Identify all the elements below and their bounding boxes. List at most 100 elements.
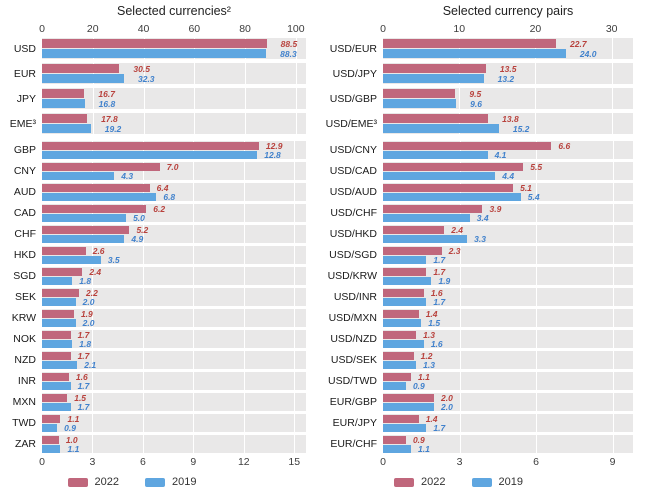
- bar-line: 2.2: [42, 288, 306, 297]
- category-row: 9.5 9.6: [383, 88, 633, 109]
- bar-2019: [383, 276, 432, 285]
- bar-line: 0.9: [42, 423, 306, 432]
- bar-line: 1.0: [42, 435, 306, 444]
- chart-body: USD EUR JPY EME³ 88.5 88.3 30.5 32.3 16.7 16.8 17…: [0, 38, 330, 134]
- category-label: AUD: [13, 186, 36, 198]
- category-row: 1.0 1.1: [42, 435, 306, 453]
- category-label: CHF: [14, 228, 36, 240]
- axis-tick-label: 3: [89, 456, 96, 468]
- bar-2022: [42, 246, 86, 255]
- value-label-2019: 1.7: [433, 422, 446, 433]
- bar-line: 5.2: [42, 225, 306, 234]
- legend: 2022 2019: [0, 474, 297, 490]
- bar-2022: [42, 225, 130, 234]
- bar-line: 1.7: [42, 402, 306, 411]
- category-label: USD/AUD: [329, 186, 377, 198]
- bar-line: 1.7: [383, 422, 633, 433]
- title-spacer: [306, 4, 330, 19]
- value-label-2022: 22.7: [570, 38, 587, 49]
- bar-line: 32.3: [42, 74, 306, 83]
- value-label-2019: 6.8: [163, 191, 176, 202]
- bar-2019: [42, 213, 127, 222]
- axis-tick-label: 0: [380, 456, 386, 468]
- bar-line: 2.3: [383, 246, 633, 255]
- bar-line: 1.7: [383, 255, 633, 264]
- bar-2019: [42, 192, 157, 201]
- value-label-2019: 2.0: [82, 317, 95, 328]
- chart-title-currency-pairs: Selected currency pairs: [442, 4, 574, 18]
- value-label-2022: 6.4: [156, 182, 169, 193]
- category-label: EUR/CHF: [330, 438, 377, 450]
- category-row: 1.1 0.9: [383, 372, 633, 390]
- category-label: USD/SGD: [329, 249, 377, 261]
- category-row: 12.9 12.8: [42, 141, 306, 159]
- bar-line: 1.1: [383, 444, 633, 453]
- category-label: USD/GBP: [329, 92, 377, 105]
- bar-2022: [42, 89, 85, 98]
- chart-body: USD/CNY USD/CAD USD/AUD USD/CHF USD/HKD USD/S…: [328, 141, 653, 453]
- bar-2022: [383, 414, 419, 423]
- bar-2022: [383, 288, 424, 297]
- bar-2019: [383, 444, 412, 453]
- value-label-2019: 3.3: [474, 233, 486, 244]
- bar-line: 3.3: [383, 233, 633, 244]
- value-label-2022: 5.1: [520, 182, 532, 193]
- bar-line: 3.9: [383, 204, 633, 213]
- legend-item: 2022: [67, 476, 119, 488]
- value-label-2022: 1.4: [425, 308, 438, 319]
- axis-tick-labels: 0 3 6 9: [380, 455, 633, 470]
- bar-line: 1.1: [42, 414, 306, 423]
- bar-line: 12.9: [42, 141, 306, 150]
- category-row: 1.7 1.9: [383, 267, 633, 285]
- category-label: USD/CAD: [329, 165, 377, 177]
- bar-line: 30.5: [42, 64, 306, 73]
- bar-line: 1.7: [42, 381, 306, 390]
- bar-line: 1.1: [383, 372, 633, 381]
- axis-tick-label: 100: [287, 23, 305, 35]
- category-label: USD/NZD: [330, 333, 377, 345]
- category-labels: USD/EUR USD/JPY USD/GBP USD/EME³: [326, 38, 383, 134]
- value-label-2019: 4.1: [494, 149, 507, 160]
- value-label-2022: 1.6: [430, 287, 443, 298]
- bar-2022: [383, 204, 483, 213]
- category-labels: USD EUR JPY EME³: [0, 38, 42, 134]
- category-row: 2.4 1.8: [42, 267, 306, 285]
- bar-line: 4.9: [42, 234, 306, 243]
- bar-2019: [42, 49, 267, 58]
- category-row: 1.4 1.7: [383, 414, 633, 432]
- bar-line: 3.5: [42, 255, 306, 264]
- category-row: 1.7 1.8: [42, 330, 306, 348]
- category-row: 30.5 32.3: [42, 63, 306, 84]
- value-label-2019: 15.2: [512, 123, 530, 134]
- bar-2022: [383, 89, 456, 98]
- bar-line: 16.8: [42, 99, 306, 108]
- category-label: USD/MXN: [328, 312, 377, 324]
- bar-line: 4.4: [383, 171, 633, 180]
- bar-line: 6.4: [42, 182, 306, 193]
- value-label-2022: 0.9: [412, 434, 425, 445]
- category-label: HKD: [13, 249, 36, 261]
- bar-line: 2.6: [42, 246, 306, 255]
- bar-2019: [42, 124, 91, 133]
- bar-line: 1.6: [383, 339, 633, 348]
- bar-line: 22.7: [383, 39, 633, 48]
- bar-2022: [42, 114, 88, 123]
- bar-2022: [383, 141, 552, 150]
- category-label: EUR/GBP: [329, 396, 377, 408]
- value-label-2019: 19.2: [104, 123, 122, 134]
- category-row: 2.3 1.7: [383, 246, 633, 264]
- plot-area: 88.5 88.3 30.5 32.3 16.7 16.8 17.8 19.2: [42, 38, 306, 134]
- axis-bottom: 0 3 6 9: [330, 455, 653, 470]
- bar-2022: [42, 330, 71, 339]
- legend: 2022 2019: [297, 474, 620, 490]
- value-label-2019: 16.8: [98, 98, 116, 109]
- category-row: 0.9 1.1: [383, 435, 633, 453]
- currency-pairs-column: Selected currency pairs 0 10 20 30 USD/EUR U…: [326, 4, 653, 490]
- value-label-2022: 1.7: [77, 350, 90, 361]
- bar-2019: [42, 402, 71, 411]
- category-label: SGD: [13, 270, 36, 282]
- bar-line: 6.6: [383, 141, 633, 150]
- category-label: NZD: [14, 354, 36, 366]
- category-label: MXN: [12, 396, 36, 408]
- category-row: 13.5 13.2: [383, 63, 633, 84]
